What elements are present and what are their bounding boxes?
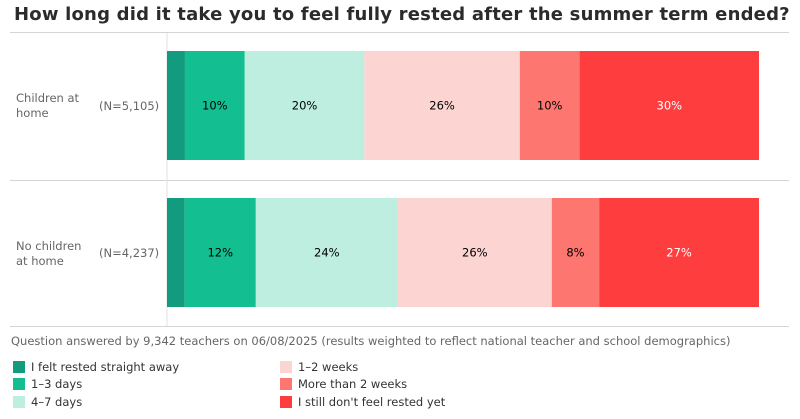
legend-label: 1–3 days	[31, 377, 83, 391]
bar-segment	[244, 51, 365, 160]
legend-swatch	[280, 396, 292, 408]
row-n-children: (N=5,105)	[99, 99, 160, 113]
bar-segment	[184, 198, 256, 307]
row-n-no-children: (N=4,237)	[99, 246, 160, 260]
bar-value-label: 12%	[207, 246, 233, 260]
legend-label: I felt rested straight away	[31, 360, 180, 374]
bar-value-label: 8%	[566, 246, 584, 260]
bar-segment	[579, 51, 759, 160]
legend-label: 1–2 weeks	[298, 360, 359, 374]
legend-item: I felt rested straight away	[13, 360, 179, 374]
legend-swatch	[13, 378, 25, 390]
bar-segment	[184, 51, 245, 160]
bar-value-label: 24%	[314, 246, 340, 260]
legend-item: 4–7 days	[13, 395, 82, 409]
bar-value-label: 20%	[292, 99, 318, 113]
bottom-divider	[10, 326, 789, 327]
bar-segment	[599, 198, 759, 307]
bar-value-label: 10%	[537, 99, 563, 113]
bar-value-label: 10%	[202, 99, 228, 113]
row-label-no-children: No children at home	[16, 239, 82, 268]
legend-swatch	[13, 361, 25, 373]
footnote: Question answered by 9,342 teachers on 0…	[11, 334, 731, 348]
legend-item: I still don't feel rested yet	[280, 395, 445, 409]
bar-segment	[167, 51, 185, 160]
bar-value-label: 26%	[462, 246, 488, 260]
bar-segment	[551, 198, 600, 307]
bar-value-label: 26%	[429, 99, 455, 113]
legend-swatch	[280, 361, 292, 373]
legend-label: More than 2 weeks	[298, 377, 408, 391]
legend-label: 4–7 days	[31, 395, 83, 409]
bar-segment	[519, 51, 580, 160]
legend-item: 1–2 weeks	[280, 360, 358, 374]
row-label-children: Children at home	[16, 91, 80, 120]
legend-swatch	[13, 396, 25, 408]
legend-item: 1–3 days	[13, 377, 82, 391]
bar-segment	[364, 51, 520, 160]
bar-value-label: 27%	[666, 246, 692, 260]
bar-value-label: 30%	[657, 99, 683, 113]
legend-swatch	[280, 378, 292, 390]
legend-label: I still don't feel rested yet	[298, 395, 446, 409]
bar-segment	[255, 198, 398, 307]
top-divider	[10, 32, 789, 33]
bar-segment	[167, 198, 185, 307]
row-divider	[10, 180, 789, 181]
chart-title: How long did it take you to feel fully r…	[14, 4, 790, 25]
legend-item: More than 2 weeks	[280, 377, 407, 391]
bar-segment	[397, 198, 552, 307]
